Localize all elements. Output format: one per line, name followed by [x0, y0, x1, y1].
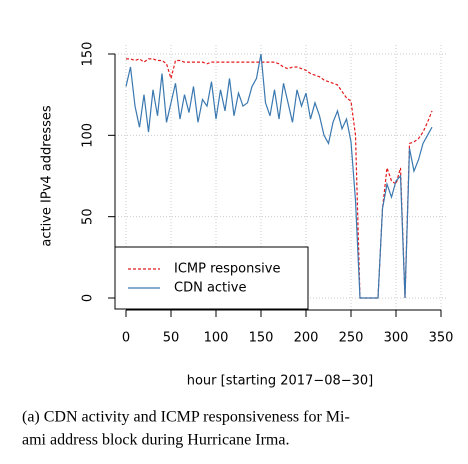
y-axis-label: active IPv4 addresses — [40, 105, 55, 246]
x-tick-label: 50 — [163, 331, 180, 346]
caption: ami address block during Hurricane Irma. — [22, 432, 289, 449]
legend-label: CDN active — [174, 281, 246, 296]
legend-label: ICMP responsive — [174, 262, 280, 277]
x-tick-label: 0 — [122, 331, 130, 346]
series-line — [125, 53, 433, 299]
caption: (a) CDN activity and ICMP responsiveness… — [22, 409, 350, 426]
series-line — [126, 58, 433, 299]
x-tick-label: 100 — [204, 331, 229, 346]
legend-box — [114, 246, 309, 310]
x-tick-label: 150 — [249, 331, 274, 346]
y-tick-label: 100 — [81, 123, 96, 148]
x-tick-label: 350 — [429, 331, 454, 346]
x-tick-label: 200 — [294, 331, 319, 346]
y-tick-label: 50 — [81, 208, 96, 225]
x-tick-label: 250 — [339, 331, 364, 346]
x-tick-label: 300 — [384, 331, 409, 346]
y-tick-label: 0 — [81, 294, 96, 302]
y-tick-label: 150 — [81, 42, 96, 67]
x-axis-label: hour [starting 2017−08−30] — [187, 374, 374, 389]
